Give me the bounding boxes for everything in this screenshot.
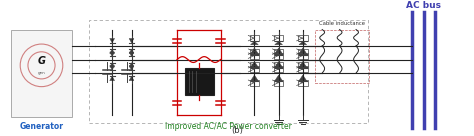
- Bar: [250, 53, 259, 59]
- Text: Generator: Generator: [19, 122, 64, 131]
- Polygon shape: [129, 76, 134, 81]
- Polygon shape: [129, 63, 134, 67]
- Polygon shape: [299, 55, 307, 58]
- Polygon shape: [299, 61, 307, 67]
- Polygon shape: [275, 68, 283, 72]
- Polygon shape: [251, 55, 258, 58]
- Bar: [274, 80, 283, 86]
- Bar: [315, 30, 369, 83]
- Polygon shape: [251, 68, 258, 72]
- Polygon shape: [275, 55, 283, 58]
- Polygon shape: [251, 75, 258, 81]
- Polygon shape: [110, 76, 115, 81]
- Polygon shape: [275, 75, 283, 81]
- Bar: [298, 62, 308, 68]
- Text: Improved AC/AC Power converter: Improved AC/AC Power converter: [165, 122, 292, 131]
- Text: G: G: [37, 56, 46, 67]
- Text: gen: gen: [37, 71, 46, 75]
- Bar: [298, 66, 308, 72]
- Bar: [250, 49, 259, 55]
- Text: AC bus: AC bus: [406, 1, 441, 10]
- Bar: [250, 80, 259, 86]
- Polygon shape: [299, 75, 307, 81]
- Polygon shape: [251, 41, 258, 45]
- Bar: [298, 53, 308, 59]
- Polygon shape: [110, 63, 115, 67]
- Bar: [298, 35, 308, 41]
- Polygon shape: [129, 66, 134, 70]
- Bar: [250, 35, 259, 41]
- Polygon shape: [251, 48, 258, 54]
- Polygon shape: [110, 66, 115, 70]
- Bar: [250, 66, 259, 72]
- Polygon shape: [275, 61, 283, 67]
- Bar: [274, 62, 283, 68]
- Polygon shape: [129, 38, 134, 43]
- Polygon shape: [129, 49, 134, 53]
- Polygon shape: [275, 41, 283, 45]
- Polygon shape: [110, 49, 115, 53]
- Bar: [10, 30, 73, 117]
- Bar: [274, 53, 283, 59]
- Polygon shape: [299, 48, 307, 54]
- Text: (b): (b): [231, 126, 243, 135]
- Bar: [274, 66, 283, 72]
- Bar: [250, 62, 259, 68]
- Polygon shape: [275, 48, 283, 54]
- Polygon shape: [129, 52, 134, 56]
- Polygon shape: [110, 52, 115, 56]
- Bar: [185, 68, 214, 95]
- Bar: [274, 49, 283, 55]
- Bar: [274, 35, 283, 41]
- Bar: [89, 20, 368, 123]
- Polygon shape: [299, 68, 307, 72]
- Bar: [298, 49, 308, 55]
- Polygon shape: [299, 41, 307, 45]
- Polygon shape: [251, 61, 258, 67]
- Polygon shape: [110, 38, 115, 43]
- Bar: [298, 80, 308, 86]
- Text: Cable inductance: Cable inductance: [319, 21, 365, 26]
